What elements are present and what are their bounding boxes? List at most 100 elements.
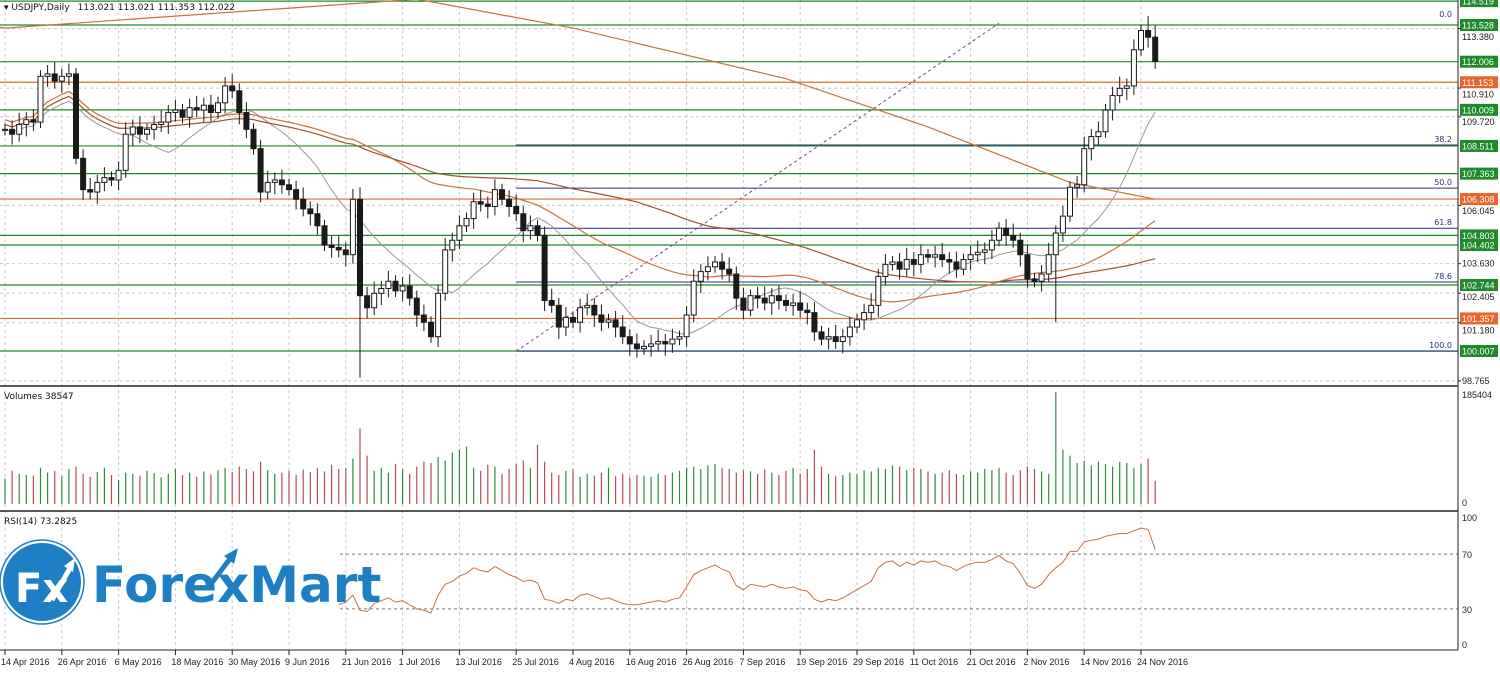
logo-arrow-icon [49,566,73,602]
candle-bear [286,184,292,191]
candle-bull [442,249,449,294]
candle-bear [136,126,143,135]
candle-bull [122,133,129,171]
fib-level-label: 38.2 [1434,135,1452,144]
candle-bull [378,287,385,294]
candle-bull [186,107,193,118]
candle-bear [477,201,484,205]
candle-bear [520,213,527,232]
ma-mid-line [4,90,1156,303]
candle-bull [115,169,122,181]
candle-bear [236,90,243,113]
rsi-tick-label: 30 [1462,605,1472,615]
candle-bear [910,259,917,265]
candle-bull [1109,95,1116,111]
candle-bear [939,254,946,261]
y-tick-label: 110.910 [1462,89,1494,99]
x-tick-label: 16 Aug 2016 [626,657,677,667]
candle-bear [719,261,726,270]
candle-bear [392,280,399,292]
candle-bull [648,343,655,347]
candle-bull [875,275,882,306]
candle-bear [229,85,236,92]
price-level-tag [1460,76,1498,89]
fib-level-label: 100.0 [1429,341,1452,350]
candle-bull [981,249,988,253]
candle-bear [626,336,633,345]
x-tick-label: 13 Jul 2016 [455,657,502,667]
candle-bear [1145,29,1152,38]
candle-bear [413,297,420,316]
candle-bull [129,126,136,135]
candle-bull [222,85,229,104]
candle-bear [775,295,782,302]
x-tick-label: 9 Jun 2016 [285,657,330,667]
x-tick-label: 7 Sep 2016 [739,657,785,667]
candle-bull [1081,148,1088,186]
candle-bear [51,73,58,82]
fib-level-label: 50.0 [1434,178,1452,187]
chart-header: ▾ USDJPY,Daily 113.021 113.021 111.353 11… [4,3,235,13]
candle-bull [747,295,754,311]
candle-bear [548,300,555,306]
price-level-tag [1460,55,1498,68]
candle-bull [889,261,896,265]
ohlc-label: 113.021 113.021 111.353 112.022 [78,3,235,13]
candle-bull [264,181,271,193]
candle-bear [293,189,300,200]
candle-bull [655,341,662,345]
candle-bull [271,179,278,183]
x-tick-label: 30 May 2016 [228,657,280,667]
candle-bear [278,179,285,186]
candle-bull [584,304,591,309]
candle-bull [385,280,392,289]
y-tick-label: 98.765 [1462,376,1490,386]
candle-bull [839,336,846,343]
candle-bull [768,295,775,304]
candle-bull [94,181,101,193]
candle-bear [428,321,434,338]
candle-bull [37,75,44,123]
x-tick-label: 6 May 2016 [115,657,162,667]
candle-bear [761,297,768,304]
candle-bear [250,128,257,150]
fib-level-label: 78.6 [1434,272,1452,281]
candle-bear [328,244,335,248]
ma-long-line [0,0,1156,200]
candle-bear [591,304,598,316]
logo-text-arrow-icon [206,554,234,590]
candle-bull [1038,273,1045,282]
candle-bear [321,225,328,246]
candle-bull [854,319,860,328]
fib-level-label: 61.8 [1434,218,1452,227]
candle-bear [406,285,413,299]
candle-bull [1052,232,1059,256]
x-tick-label: 14 Nov 2016 [1080,657,1131,667]
price-level-label: 100.007 [1462,346,1495,356]
candle-bull [1123,85,1130,89]
y-tick-label: 101.180 [1462,325,1495,335]
x-tick-label: 21 Oct 2016 [967,657,1016,667]
candle-bull [527,225,534,232]
candle-bear [555,304,562,328]
rsi-tick-label: 0 [1462,640,1467,650]
candle-bull [903,259,910,270]
x-tick-label: 26 Aug 2016 [683,657,734,667]
candle-bull [1074,184,1081,188]
rsi-label: RSI(14) 73.2825 [4,517,77,527]
price-level-label: 101.357 [1462,314,1495,324]
y-tick-label: 109.720 [1462,117,1495,127]
candle-bull [562,316,569,328]
price-level-tag [1460,312,1498,325]
trendline [515,22,1000,352]
candle-bull [683,314,690,338]
candle-bull [65,73,72,77]
candle-bull [932,254,939,258]
candle-bear [804,309,811,314]
fibonacci-retracement[interactable]: 0.0 38.2 50.0 61.8 78.6 100.0 [515,10,1458,352]
price-level-label: 112.006 [1462,57,1494,67]
price-level-tag [1460,239,1498,252]
